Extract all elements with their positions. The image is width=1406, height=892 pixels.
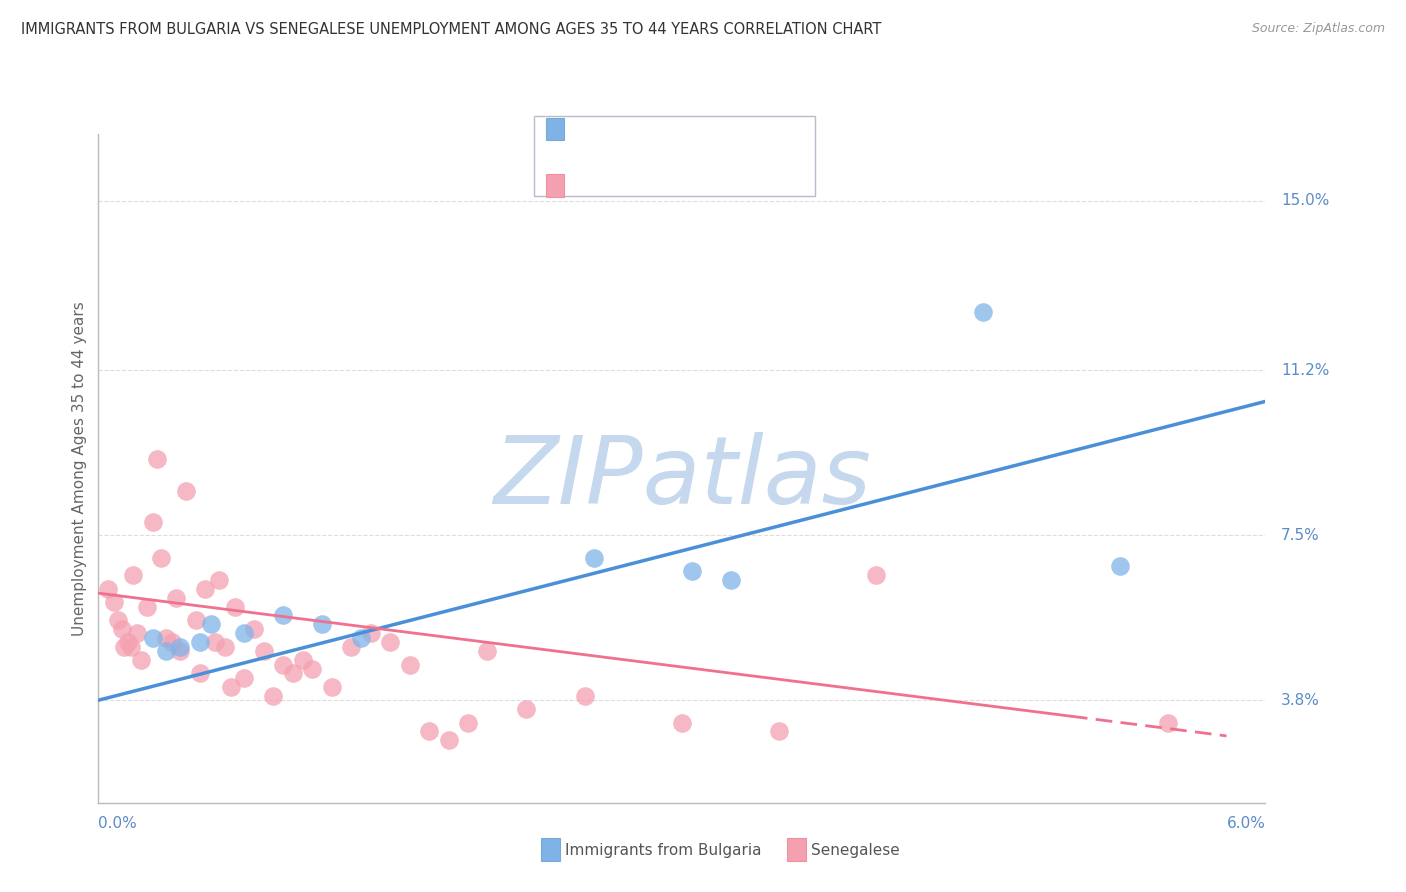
Point: [194, 582, 217, 596]
Point: [972, 305, 994, 319]
Point: [243, 622, 266, 636]
Point: [398, 657, 420, 672]
Point: [169, 640, 191, 654]
Point: [311, 617, 333, 632]
Point: [340, 640, 363, 654]
Point: [208, 573, 231, 587]
Point: [350, 631, 373, 645]
Point: [136, 599, 159, 614]
Point: [865, 568, 887, 582]
Text: 11.2%: 11.2%: [1281, 363, 1329, 377]
Point: [301, 662, 323, 676]
Text: Senegalese: Senegalese: [811, 843, 900, 857]
Text: 7.5%: 7.5%: [1281, 528, 1320, 542]
Text: IMMIGRANTS FROM BULGARIA VS SENEGALESE UNEMPLOYMENT AMONG AGES 35 TO 44 YEARS CO: IMMIGRANTS FROM BULGARIA VS SENEGALESE U…: [21, 22, 882, 37]
Point: [97, 582, 120, 596]
Point: [321, 680, 343, 694]
Point: [214, 640, 236, 654]
Point: [188, 666, 211, 681]
Text: 50: 50: [734, 177, 759, 194]
Point: [457, 715, 479, 730]
Point: [1157, 715, 1180, 730]
Y-axis label: Unemployment Among Ages 35 to 44 years: Unemployment Among Ages 35 to 44 years: [72, 301, 87, 636]
Point: [233, 671, 256, 685]
Point: [574, 689, 596, 703]
Text: 6.0%: 6.0%: [1226, 816, 1265, 831]
Text: R =: R =: [569, 178, 603, 193]
Point: [224, 599, 246, 614]
Point: [107, 613, 129, 627]
Text: 0.0%: 0.0%: [98, 816, 138, 831]
Point: [360, 626, 382, 640]
Point: [188, 635, 211, 649]
Text: Source: ZipAtlas.com: Source: ZipAtlas.com: [1251, 22, 1385, 36]
Point: [155, 631, 177, 645]
Point: [129, 653, 152, 667]
Point: [219, 680, 242, 694]
Point: [149, 550, 172, 565]
Text: N =: N =: [675, 178, 718, 193]
Text: -0.212: -0.212: [623, 177, 688, 194]
Text: ZIPatlas: ZIPatlas: [494, 432, 870, 523]
Point: [671, 715, 693, 730]
Point: [200, 617, 222, 632]
Text: 3.8%: 3.8%: [1281, 693, 1320, 707]
Point: [262, 689, 284, 703]
Point: [477, 644, 499, 658]
Point: [146, 452, 169, 467]
Point: [121, 640, 143, 654]
Point: [142, 631, 165, 645]
Point: [291, 653, 314, 667]
Point: [253, 644, 276, 658]
Point: [169, 644, 191, 658]
Text: 14: 14: [734, 120, 759, 138]
Point: [378, 635, 402, 649]
Point: [111, 622, 134, 636]
Point: [271, 608, 294, 623]
Point: [162, 635, 184, 649]
Point: [720, 573, 742, 587]
Point: [184, 613, 207, 627]
Point: [233, 626, 256, 640]
Point: [768, 724, 790, 739]
Point: [122, 568, 145, 582]
Text: N =: N =: [675, 122, 718, 136]
Text: Immigrants from Bulgaria: Immigrants from Bulgaria: [565, 843, 762, 857]
Text: 0.676: 0.676: [623, 120, 679, 138]
Point: [204, 635, 226, 649]
Point: [418, 724, 440, 739]
Point: [174, 483, 197, 498]
Point: [281, 666, 304, 681]
Text: R =: R =: [569, 122, 603, 136]
Point: [142, 515, 165, 529]
Point: [437, 733, 460, 747]
Point: [515, 702, 537, 716]
Point: [155, 644, 177, 658]
Point: [1108, 559, 1130, 574]
Point: [103, 595, 125, 609]
Point: [583, 550, 606, 565]
Point: [165, 591, 187, 605]
Point: [681, 564, 703, 578]
Point: [117, 635, 139, 649]
Point: [112, 640, 135, 654]
Point: [127, 626, 149, 640]
Text: 15.0%: 15.0%: [1281, 194, 1329, 208]
Point: [271, 657, 294, 672]
